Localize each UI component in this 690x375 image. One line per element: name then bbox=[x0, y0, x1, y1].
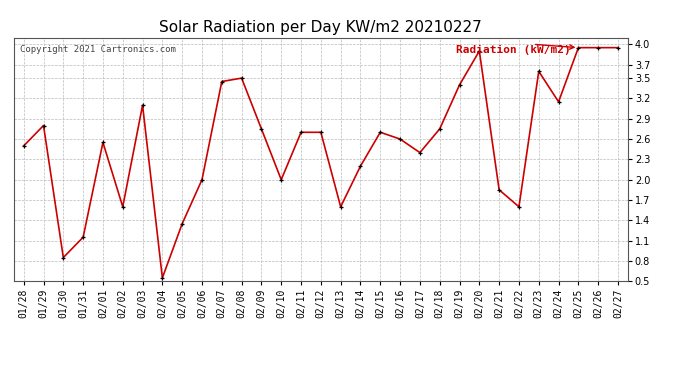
Title: Solar Radiation per Day KW/m2 20210227: Solar Radiation per Day KW/m2 20210227 bbox=[159, 20, 482, 35]
Text: Radiation (kW/m2): Radiation (kW/m2) bbox=[456, 45, 571, 55]
Text: Copyright 2021 Cartronics.com: Copyright 2021 Cartronics.com bbox=[20, 45, 176, 54]
